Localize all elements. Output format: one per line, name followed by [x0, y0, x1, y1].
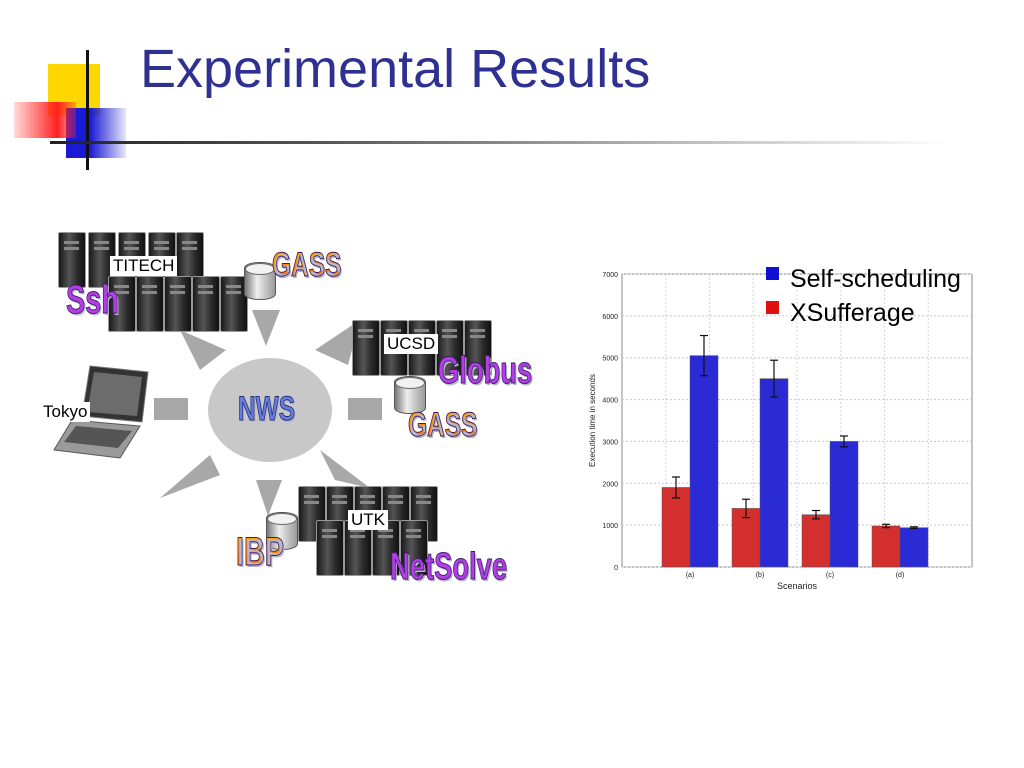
x-tick-label: (b): [756, 572, 765, 579]
arrow-nw: [180, 330, 226, 370]
arrow-w: [154, 398, 188, 420]
bar-self-scheduling-1: [759, 378, 789, 568]
bar-self-scheduling-0: [689, 355, 719, 568]
ibp-wordart: IBP: [236, 530, 285, 575]
globus-wordart: Globus: [438, 350, 533, 393]
arrow-se: [320, 450, 370, 488]
legend-swatch-self-scheduling: [766, 267, 779, 280]
bar-xsufferage-3: [871, 525, 901, 568]
storage-icon: [244, 262, 276, 300]
bar-xsufferage-2: [801, 514, 831, 568]
y-tick-label: 5000: [602, 356, 618, 363]
site-ucsd-label: UCSD: [384, 334, 439, 354]
site-titech-label: TITECH: [110, 256, 178, 276]
diagram-arrows: [154, 310, 382, 516]
netsolve-wordart: NetSolve: [390, 546, 508, 589]
y-tick-label: 4000: [602, 398, 618, 405]
x-tick-label: (d): [896, 572, 905, 579]
nws-label: NWS: [238, 390, 296, 429]
nws-ellipse: [208, 358, 332, 462]
gass-right-wordart: GASS: [408, 406, 478, 445]
y-axis-label: Execution time in seconds: [588, 374, 597, 467]
bar-self-scheduling-3: [899, 527, 929, 568]
bar-xsufferage-0: [661, 487, 691, 568]
y-tick-label: 2000: [602, 481, 618, 488]
arrow-n: [252, 310, 280, 346]
title-underline: [50, 141, 950, 144]
gass-top-wordart: GASS: [272, 246, 342, 285]
arrow-e: [348, 398, 382, 420]
x-tick-label: (a): [686, 572, 695, 579]
arrow-s: [256, 480, 282, 516]
arrow-ne: [315, 320, 360, 365]
storage-icon: [266, 512, 298, 550]
x-tick-label: (c): [826, 572, 834, 579]
site-tokyo-label: Tokyo: [40, 402, 91, 422]
grid-diagram: NWS TITECH Ssh GASS UCSD Globus GASS Tok…: [30, 220, 550, 600]
arrow-sw: [160, 455, 220, 498]
laptop-icon: [53, 365, 149, 459]
legend-label-xsufferage: XSufferage: [790, 299, 915, 327]
page-title: Experimental Results: [140, 39, 651, 99]
y-tick-label: 6000: [602, 314, 618, 321]
y-tick-label: 7000: [602, 272, 618, 279]
ssh-wordart: Ssh: [66, 278, 120, 323]
legend-label-self-scheduling: Self-scheduling: [790, 265, 961, 293]
storage-icon: [394, 376, 426, 414]
site-utk-label: UTK: [348, 510, 388, 530]
decorative-squares: [14, 50, 144, 170]
y-tick-label: 3000: [602, 439, 618, 446]
execution-time-chart: 0 1000 2000 3000 4000 5000 6000 7000 (a) (b) (c) (d…: [588, 272, 973, 591]
y-tick-label: 0: [614, 565, 618, 572]
bar-self-scheduling-2: [829, 441, 859, 568]
y-tick-label: 1000: [602, 523, 618, 530]
x-axis-label: Scenarios: [777, 581, 818, 591]
legend-swatch-xsufferage: [766, 301, 779, 314]
